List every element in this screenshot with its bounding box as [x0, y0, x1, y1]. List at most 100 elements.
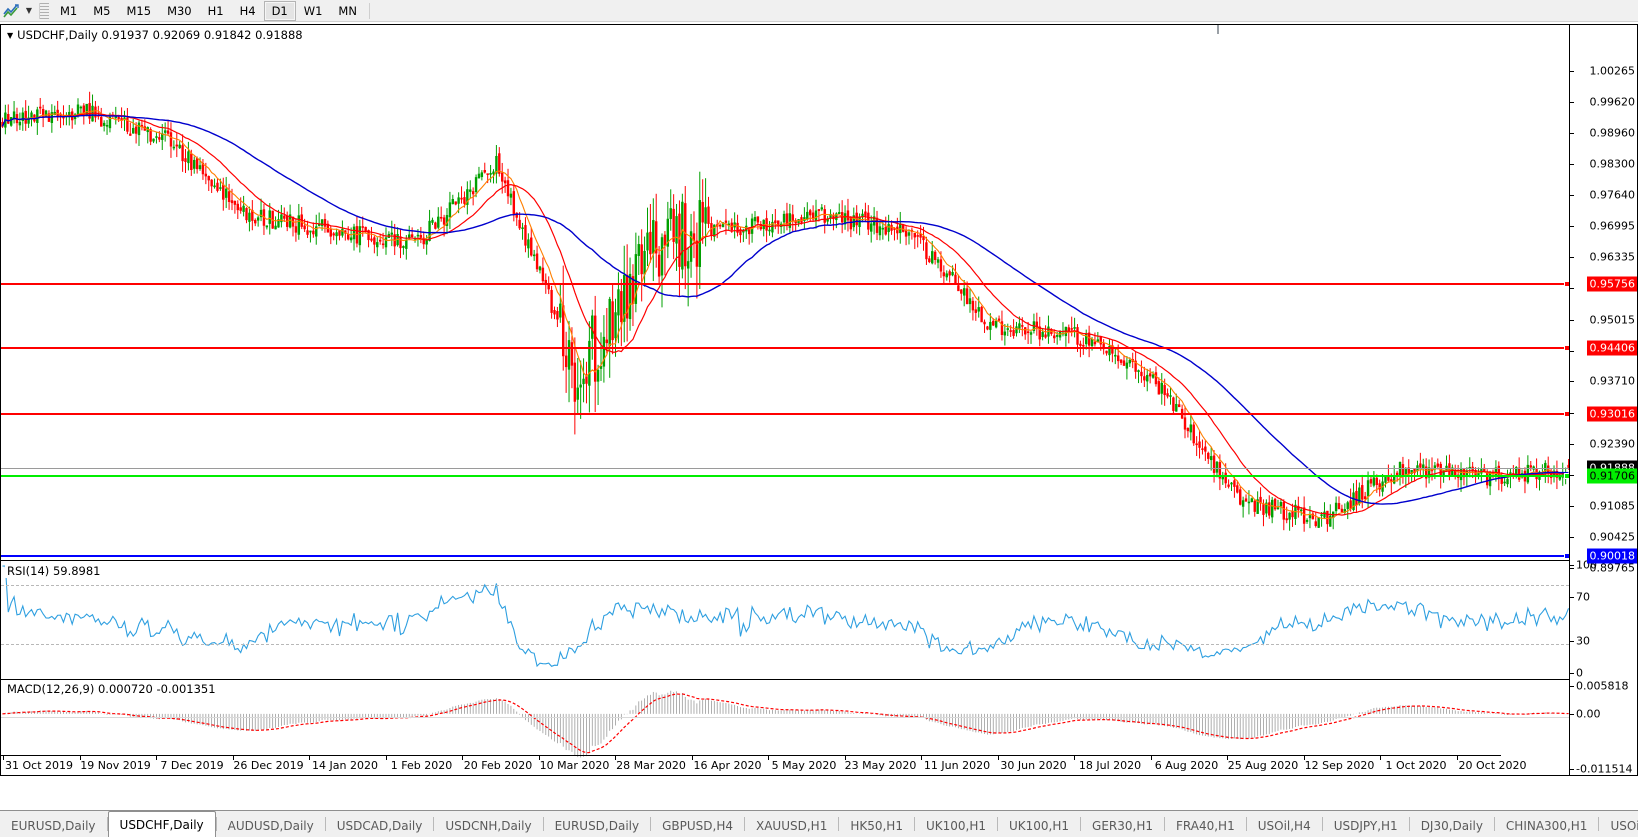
chart-indicator-icon[interactable] [0, 1, 22, 21]
rsi-axis-tick [1570, 565, 1574, 566]
tab-usdcad-daily[interactable]: USDCAD,Daily [336, 818, 423, 833]
date-axis-label: 26 Dec 2019 [233, 759, 304, 772]
date-axis-label: 5 May 2020 [771, 759, 837, 772]
macd-zero-line [1, 717, 1569, 718]
price-axis-tick [1570, 257, 1574, 259]
price-tag-support-blue[interactable]: 0.90018 [1586, 548, 1637, 564]
price-axis-label: 0.90425 [1589, 530, 1636, 544]
toolbar-divider [368, 2, 370, 19]
date-axis-tick [538, 756, 540, 760]
rsi-axis-tick [1570, 597, 1574, 599]
date-axis-label: 16 Apr 2020 [693, 759, 762, 772]
date-axis-label: 10 Mar 2020 [539, 759, 610, 772]
price-tag-support-green[interactable]: 0.91706 [1586, 468, 1637, 484]
price-pane[interactable] [1, 25, 1569, 560]
macd-pane[interactable] [1, 680, 1569, 775]
period-m1[interactable]: M1 [60, 3, 78, 18]
level-line-resistance-3[interactable] [1, 411, 1569, 418]
level-handle[interactable] [1564, 345, 1569, 352]
chart-title: ▼ USDCHF,Daily 0.91937 0.92069 0.91842 0… [7, 28, 303, 42]
period-m15[interactable]: M15 [126, 3, 152, 18]
period-m30[interactable]: M30 [167, 3, 192, 18]
tab-divider [1321, 817, 1323, 831]
date-axis-label: 19 Nov 2019 [80, 759, 151, 772]
tab-eurusd-daily[interactable]: EURUSD,Daily [554, 818, 640, 833]
tab-divider [1245, 817, 1247, 831]
tab-divider [433, 817, 435, 831]
price-axis-tick [1570, 536, 1574, 538]
date-axis-tick [1380, 756, 1381, 760]
rsi-indicator-label: RSI(14) 59.8981 [5, 564, 103, 578]
period-h4[interactable]: H4 [239, 3, 256, 18]
tab-dj30-daily[interactable]: DJ30,Daily [1420, 818, 1483, 833]
price-tag-resistance-1[interactable]: 0.95756 [1586, 276, 1637, 292]
price-tag-resistance-3[interactable]: 0.93016 [1586, 406, 1637, 422]
rsi-pane[interactable] [1, 561, 1569, 679]
price-axis-tick [1570, 568, 1574, 569]
period-m5[interactable]: M5 [93, 3, 111, 18]
chevron-down-icon[interactable]: ▼ [25, 6, 33, 15]
price-axis-tick [1570, 132, 1574, 134]
chart-frame[interactable]: ▼ USDCHF,Daily 0.91937 0.92069 0.91842 0… [0, 24, 1638, 776]
rsi-axis-label: 30 [1576, 634, 1590, 648]
chart-plot-area[interactable]: ▼ USDCHF,Daily 0.91937 0.92069 0.91842 0… [1, 25, 1569, 775]
tab-xauusd-h1[interactable]: XAUUSD,H1 [756, 818, 828, 833]
price-axis-tick [1570, 71, 1574, 72]
period-w1[interactable]: W1 [303, 3, 323, 18]
bid-price-line [1, 467, 1569, 469]
date-axis-label: 12 Sep 2020 [1304, 759, 1375, 772]
date-axis-tick [1303, 756, 1305, 760]
chevron-down-icon[interactable]: ▼ [7, 30, 14, 40]
rsi-level-30 [1, 643, 1569, 645]
level-line-resistance-2[interactable] [1, 345, 1569, 352]
tab-uk100-h1[interactable]: UK100,H1 [1009, 818, 1070, 833]
tab-usoil-h4[interactable]: USOil,H4 [1257, 818, 1311, 833]
symbol-ohlc-label: USDCHF,Daily 0.91937 0.92069 0.91842 0.9… [17, 28, 303, 42]
level-handle[interactable] [1564, 281, 1569, 288]
date-axis-label: 1 Feb 2020 [390, 759, 453, 772]
date-axis-label: 18 Jul 2020 [1078, 759, 1142, 772]
price-axis-tick [1570, 443, 1574, 445]
date-axis: 31 Oct 2019 19 Nov 2019 7 Dec 2019 26 Dec 2… [1, 755, 1527, 775]
tab-eurusd-daily[interactable]: EURUSD,Daily [11, 818, 96, 833]
date-axis-label: 25 Aug 2020 [1227, 759, 1299, 772]
level-handle[interactable] [1564, 553, 1569, 560]
level-line-resistance-1[interactable] [1, 281, 1569, 288]
level-handle[interactable] [1564, 473, 1569, 480]
macd-axis-label: -0.011514 [1576, 762, 1633, 776]
tab-uk100-h1[interactable]: UK100,H1 [925, 818, 986, 833]
tab-gbpusd-h4[interactable]: GBPUSD,H4 [662, 818, 733, 833]
price-axis-tick [1570, 288, 1574, 290]
chart-tab-bar[interactable]: EURUSD,Daily USDCHF,Daily AUDUSD,Daily USDC… [0, 810, 1638, 837]
tab-usdchf-daily[interactable]: USDCHF,Daily [107, 811, 216, 837]
toolbar-grip[interactable] [39, 2, 49, 19]
tab-usdcnh-daily[interactable]: USDCNH,Daily [445, 818, 532, 833]
price-axis-tick [1570, 225, 1574, 227]
tab-fra40-h1[interactable]: FRA40,H1 [1176, 818, 1235, 833]
price-axis-label: 0.91085 [1589, 499, 1636, 513]
period-d1[interactable]: D1 [263, 0, 296, 21]
tab-divider [542, 817, 544, 831]
tab-usoil-h1[interactable]: USOil,H1 [1610, 818, 1638, 833]
rsi-axis-label: 0 [1576, 666, 1583, 680]
price-tag-resistance-2[interactable]: 0.94406 [1586, 340, 1637, 356]
date-axis-tick [844, 756, 846, 760]
date-axis-tick [232, 756, 234, 760]
price-axis[interactable]: 1.00265 0.99620 0.98960 0.98300 0.97640 0.969… [1569, 25, 1637, 776]
tab-ger30-h1[interactable]: GER30,H1 [1092, 818, 1153, 833]
date-axis-tick [1074, 756, 1075, 760]
rsi-axis-label: 70 [1576, 590, 1590, 604]
tab-hk50-h1[interactable]: HK50,H1 [850, 818, 903, 833]
tab-china300-h1[interactable]: CHINA300,H1 [1505, 818, 1588, 833]
tab-divider [997, 817, 998, 831]
level-handle[interactable] [1564, 411, 1569, 418]
period-mn[interactable]: MN [338, 3, 357, 18]
candlestick-series [1, 91, 1569, 532]
price-axis-tick [1570, 350, 1574, 352]
level-line-support-green[interactable] [1, 473, 1569, 480]
period-h1[interactable]: H1 [207, 3, 224, 18]
tab-audusd-daily[interactable]: AUDUSD,Daily [227, 818, 314, 833]
level-line-support-blue[interactable] [1, 553, 1569, 560]
tab-usdjpy-h1[interactable]: USDJPY,H1 [1333, 818, 1398, 833]
price-axis-label: 0.96995 [1589, 219, 1636, 233]
